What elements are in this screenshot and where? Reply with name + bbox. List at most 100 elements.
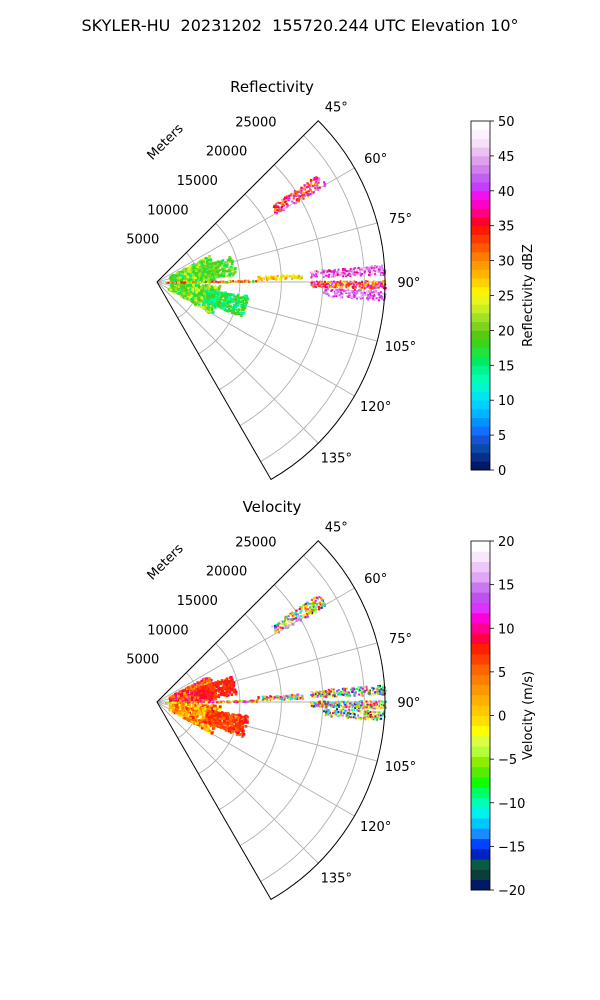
echo-gate [174,693,177,696]
echo-gate [350,688,352,691]
echo-gate [222,267,226,270]
echo-gate [288,613,291,617]
echo-gate [287,618,290,621]
echo-gate [173,278,177,281]
echo-gate [370,296,373,299]
echo-gate [181,270,184,274]
echo-gate [239,720,242,723]
echo-gate [211,710,215,713]
echo-gate [283,198,286,201]
echo-gate [223,305,227,308]
echo-gate [231,273,235,277]
echo-gate [328,273,331,276]
echo-gate [313,269,316,272]
echo-gate [230,680,234,683]
echo-gate [380,706,383,709]
echo-gate [197,285,201,289]
echo-gate [301,696,304,699]
echo-gate [252,280,255,283]
echo-gate [366,295,369,298]
echo-gate [234,280,237,283]
echo-gate [323,290,326,293]
echo-gate [230,714,233,718]
echo-gate [319,603,322,606]
echo-gate [371,298,374,301]
echo-gate [353,688,356,691]
echo-gate [333,271,335,274]
echo-gate [189,277,192,280]
echo-gate [205,309,209,313]
echo-gate [323,705,326,708]
azimuth-tick-label: 45° [325,101,348,116]
echo-gate [324,702,327,705]
echo-gate [243,306,247,309]
echo-gate [358,686,361,689]
echo-gate [202,264,205,267]
echo-gate [225,712,228,715]
echo-gate [229,296,233,300]
echo-gate [167,281,170,284]
echo-gate [204,685,208,689]
echo-gate [381,268,384,271]
echo-gate [193,693,196,697]
echo-gate [297,696,300,699]
range-gridline [218,613,282,811]
echo-gate [172,281,174,284]
echo-gate [333,691,336,694]
echo-gate [339,693,341,696]
echo-gate [184,296,187,300]
echo-gate [360,689,363,692]
colorbar-tick-label: 25 [498,290,515,305]
echo-gate [198,279,202,282]
echo-gate [236,311,240,314]
echo-gate [184,703,188,706]
echo-gate [171,704,174,707]
echo-gate [331,703,334,706]
echo-gate [293,275,296,278]
echo-gate [206,712,210,715]
echo-gate [181,707,184,710]
echo-gate [215,280,218,283]
echo-gate [361,687,364,690]
echo-gate [368,287,371,289]
echo-gate [200,726,204,730]
echo-gate [311,272,314,275]
echo-gate [210,308,213,311]
echo-gate [224,301,227,304]
echo-gate [356,297,358,300]
echo-gate [303,613,306,616]
echo-gate [337,281,340,284]
echo-gate [175,274,179,278]
echo-gate [202,713,206,717]
echo-gate [351,713,354,715]
echo-gate [268,276,271,279]
echo-gate [207,274,211,278]
echo-gate [230,725,234,728]
echo-gate [319,280,322,283]
chart-title: Velocity [243,498,302,516]
echo-gate [376,717,379,720]
azimuth-tick-label: 120° [360,400,391,415]
echo-gate [318,601,321,604]
echo-gate [182,708,186,712]
range-tick-label: 10000 [147,203,188,218]
echo-gate [215,711,219,714]
echo-gate [177,711,181,714]
echo-gate [204,299,207,303]
echo-gate [210,306,214,309]
echo-gate [347,284,350,287]
echo-gate [203,686,206,689]
echo-gate [311,694,314,697]
echo-gate [346,691,349,694]
echo-gate [340,285,343,288]
echo-gate [372,707,375,710]
echo-gate [262,698,265,701]
echo-gate [179,273,183,277]
echo-gate [214,716,217,720]
echo-gate [297,698,300,700]
echo-gate [234,295,237,299]
echo-gate [209,711,212,715]
echo-gate [193,696,197,699]
echo-gate [187,278,190,282]
echo-gate [338,704,341,707]
